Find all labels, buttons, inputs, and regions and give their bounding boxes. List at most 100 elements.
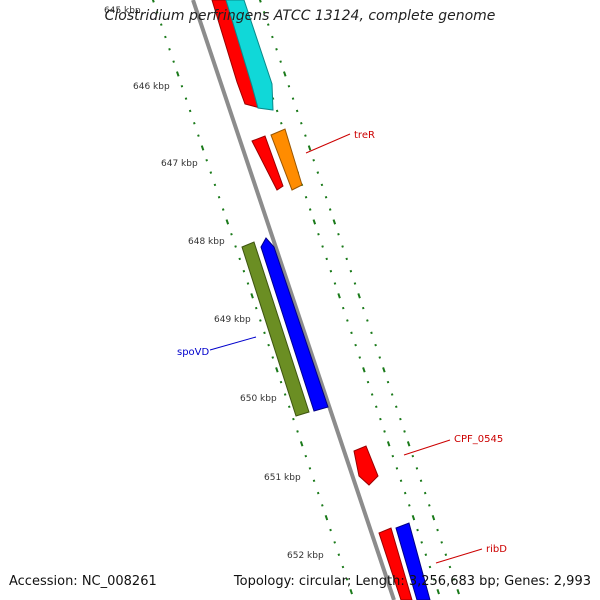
tick-mark	[321, 504, 324, 507]
feature-red-4	[378, 527, 413, 600]
tick-mark	[357, 293, 361, 299]
tick-mark	[332, 219, 337, 225]
tick-mark	[304, 134, 307, 137]
tick-mark	[358, 356, 362, 359]
tick-mark	[408, 504, 411, 507]
treR-leader	[305, 133, 351, 154]
feature-red-3	[353, 445, 379, 486]
tick-mark	[168, 48, 171, 51]
tick-mark	[263, 331, 266, 335]
tick-mark	[403, 430, 406, 433]
tick-mark	[395, 467, 399, 470]
tick-mark	[267, 343, 270, 347]
tick-mark	[242, 269, 246, 273]
tick-mark	[308, 208, 312, 211]
feature-olive-1	[241, 241, 310, 417]
feature-blue-2	[395, 522, 431, 600]
gene-label-CPF_0545[interactable]: CPF_0545	[454, 434, 503, 445]
map-title: Clostridium perfringens ATCC 13124, comp…	[104, 8, 496, 24]
tick-mark	[287, 85, 291, 88]
tick-mark	[312, 479, 316, 483]
features-reverse	[241, 237, 329, 417]
tick-mark	[416, 528, 419, 532]
feature-cyan-1	[225, 0, 274, 111]
tick-mark	[296, 430, 299, 433]
tick-mark	[390, 393, 394, 396]
tick-mark	[316, 171, 320, 174]
tick-mark	[312, 158, 315, 162]
tick-mark	[350, 331, 353, 335]
tick-label-651: 651 kbp	[264, 473, 301, 483]
tick-mark	[221, 208, 225, 211]
tick-mark	[370, 331, 373, 335]
tick-mark	[341, 245, 344, 248]
tick-mark	[213, 183, 217, 187]
tick-mark	[209, 171, 213, 174]
tick-mark	[180, 85, 184, 88]
tick-mark	[428, 504, 431, 507]
tick-mark	[362, 367, 366, 373]
genome-backbone	[191, 0, 396, 600]
tick-mark	[378, 356, 382, 359]
tick-labels: 645 kbp 646 kbp 647 kbp 648 kbp 649 kbp …	[104, 6, 324, 561]
tick-mark	[292, 417, 295, 421]
gene-label-treR[interactable]: treR	[354, 130, 375, 141]
tick-mark	[399, 479, 403, 483]
accession-text: Accession: NC_008261	[9, 574, 157, 589]
tick-mark	[288, 405, 291, 409]
tick-mark	[275, 367, 279, 373]
tick-mark	[304, 454, 308, 458]
tick-mark	[436, 588, 440, 595]
tick-mark	[262, 11, 266, 14]
tick-mark	[299, 441, 304, 447]
tick-mark	[424, 553, 428, 556]
tick-label-649: 649 kbp	[214, 315, 251, 325]
tick-label-647: 647 kbp	[161, 159, 198, 169]
tick-mark	[349, 588, 353, 595]
tick-mark	[386, 441, 391, 447]
gene-label-spoVD[interactable]: spoVD	[177, 347, 210, 358]
tick-mark	[295, 109, 299, 113]
tick-mark	[188, 109, 192, 113]
feature-red-2	[251, 135, 284, 191]
tick-mark	[345, 257, 348, 261]
tick-mark	[379, 417, 382, 421]
tick-mark	[324, 515, 329, 521]
tick-mark	[283, 71, 287, 77]
tick-mark	[411, 454, 415, 458]
tick-mark	[370, 393, 374, 396]
tick-mark	[337, 553, 341, 556]
ribD-leader	[435, 548, 483, 564]
tick-mark	[271, 35, 274, 39]
tick-mark	[184, 97, 188, 100]
tick-mark	[341, 306, 345, 310]
tick-mark	[366, 380, 370, 384]
tick-mark	[333, 282, 337, 285]
genome-summary-text: Topology: circular; Length: 3,256,683 bp…	[233, 574, 591, 589]
features-forward	[211, 0, 431, 600]
feature-orange-1	[270, 128, 303, 191]
tick-mark	[321, 245, 324, 248]
tick-mark	[307, 145, 312, 151]
tick-mark	[271, 356, 275, 359]
tick-mark	[444, 553, 448, 556]
tick-mark	[349, 269, 353, 273]
tick-mark	[300, 122, 303, 125]
tick-mark	[312, 219, 317, 225]
tick-mark	[151, 0, 155, 3]
tick-mark	[415, 467, 419, 470]
tick-mark	[279, 380, 283, 384]
tick-mark	[406, 441, 411, 447]
tick-mark	[291, 97, 295, 100]
tick-mark	[428, 565, 432, 569]
tick-mark	[403, 491, 407, 495]
gene-label-ribD[interactable]: ribD	[486, 544, 507, 555]
tick-mark	[440, 541, 443, 544]
tick-mark	[225, 219, 230, 225]
tick-mark	[353, 282, 357, 285]
tick-label-652: 652 kbp	[287, 551, 324, 561]
tick-mark	[304, 195, 308, 199]
tick-mark	[431, 515, 436, 521]
tick-mark	[386, 380, 390, 384]
